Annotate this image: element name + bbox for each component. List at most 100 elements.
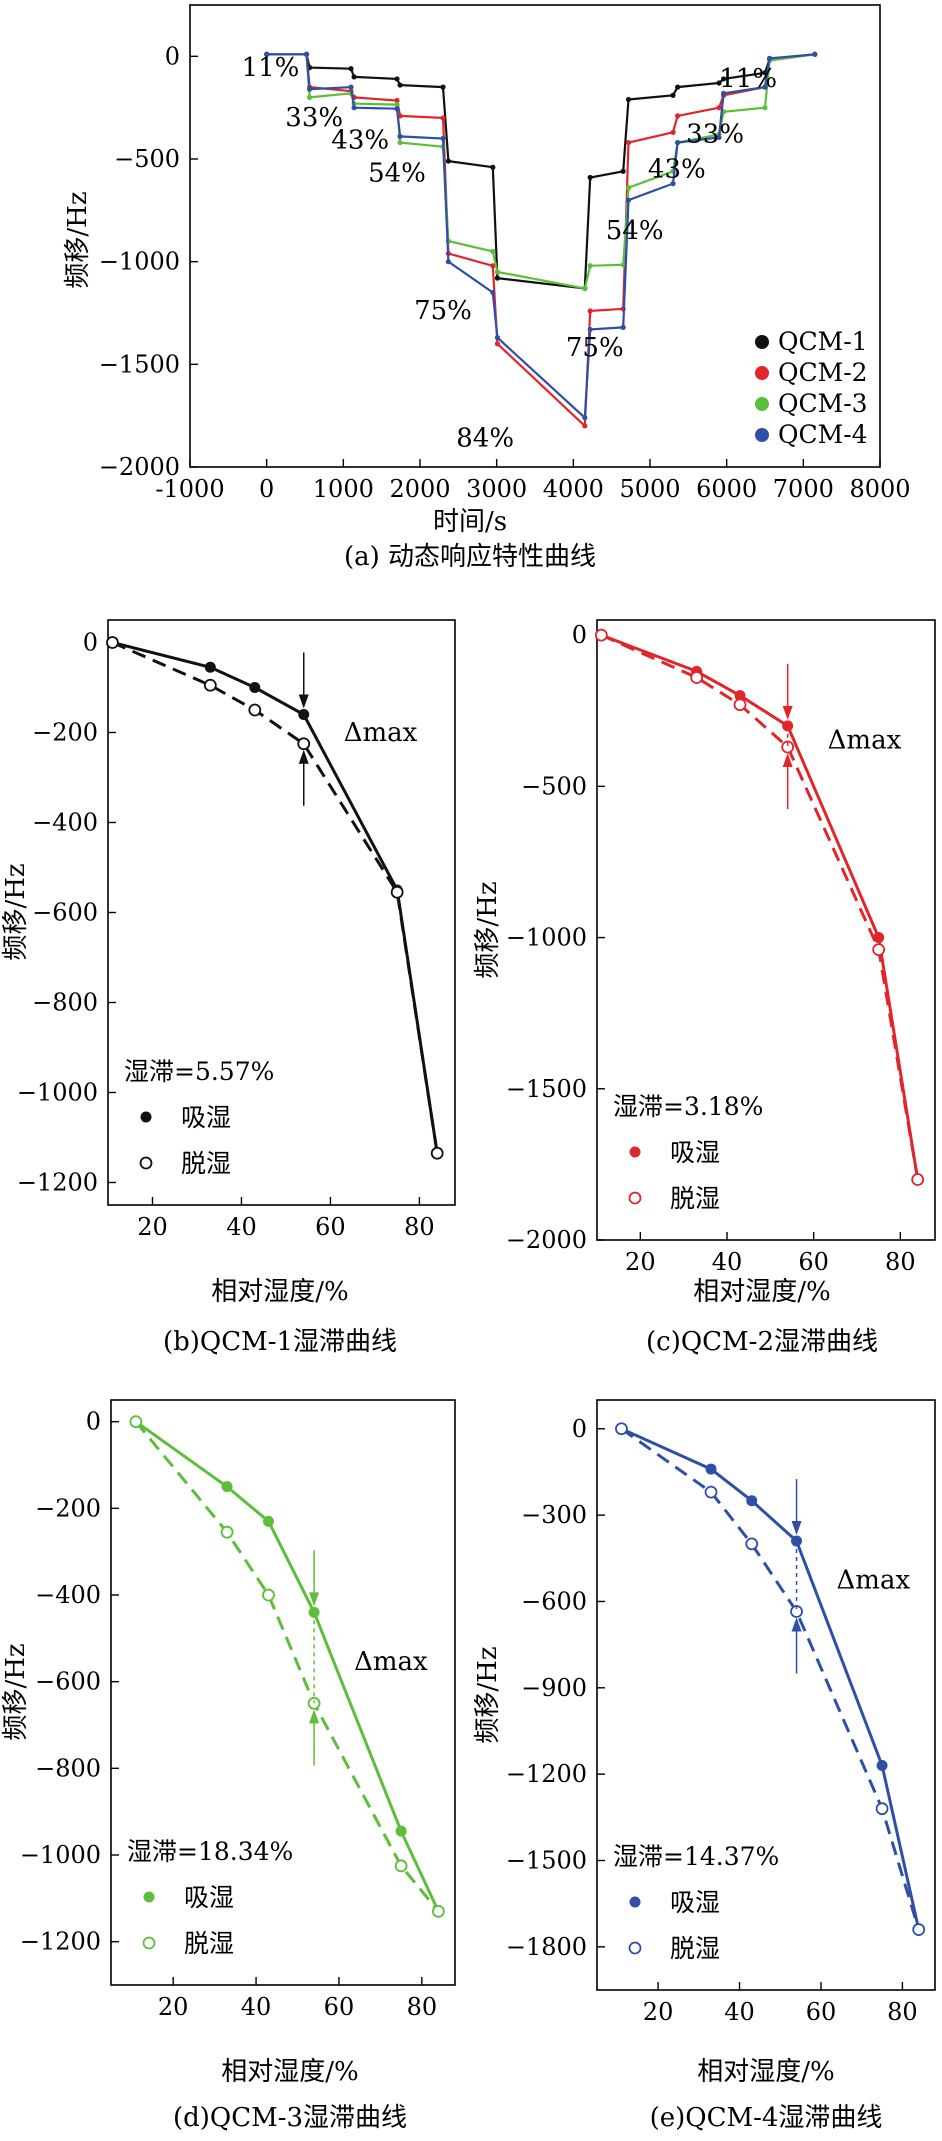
x-axis-title: 时间/s [433,507,507,537]
data-point [351,105,357,111]
arrow-up-head [298,749,309,764]
data-point [587,174,593,181]
arrow-up-head [782,753,793,768]
humidity-annotation: 75% [566,333,624,363]
x-tick-label: 6000 [696,475,757,503]
data-point [767,55,773,61]
legend-marker [755,366,769,380]
panel-caption: (d)QCM-3湿滞曲线 [173,2103,407,2133]
chart-hysteresis-c: 20 40 60 80 0 −500 −1000 −1500 −2000 相对湿度/% 频移/Hz (… [473,619,936,1357]
y-tick-label: −400 [32,809,98,837]
desorption-point [432,1904,445,1918]
legend-label-adsorption: 吸湿 [670,1138,720,1167]
data-point [716,134,722,141]
adsorption-point [746,1495,758,1507]
hysteresis-value: 湿滞=5.57% [124,1057,274,1086]
x-tick-label: 20 [643,1998,674,2026]
data-point [721,90,727,96]
x-tick-label: 40 [724,1998,755,2026]
x-tick-label: 2000 [389,475,450,503]
desorption-point [704,1485,718,1499]
y-tick-label: −900 [521,1674,587,1702]
humidity-annotation: 43% [648,154,706,184]
y-tick-label: −1000 [20,1841,101,1869]
desorption-point [872,943,886,957]
delta-max-label: Δmax [344,718,418,748]
data-point [440,84,446,90]
legend-label: QCM-2 [778,358,868,387]
x-tick-label: 40 [241,1993,272,2021]
data-point [394,97,400,104]
data-point [490,164,496,170]
y-axis-title: 频移/Hz [473,1646,503,1743]
y-tick-label: −800 [35,1754,101,1782]
data-point [445,158,451,164]
desorption-point [394,1859,408,1873]
data-point [303,51,310,57]
hysteresis-value: 湿滞=18.34% [127,1837,293,1866]
legend-marker-adsorption [140,1111,152,1123]
x-tick-label: 7000 [773,475,834,503]
data-point [670,92,676,98]
data-point [582,415,588,421]
panel-caption: (a) 动态响应特性曲线 [344,542,596,572]
data-point [762,105,768,111]
y-tick-label: 0 [572,621,587,649]
legend-label: QCM-1 [778,327,868,356]
x-tick-label: 3000 [466,475,527,503]
legend-label-adsorption: 吸湿 [181,1103,231,1132]
desorption-point [875,1802,889,1816]
data-point [494,335,501,341]
x-tick-label: 20 [158,1993,189,2021]
desorption-point [745,1537,759,1551]
hysteresis-value: 湿滞=14.37% [613,1842,779,1871]
arrow-down-head [782,705,793,720]
adsorption-line [135,1420,440,1912]
x-tick-label: 20 [625,1248,656,1276]
adsorption-point [705,1463,717,1475]
legend-marker-desorption [139,1156,153,1170]
arrow-down-head [791,1521,802,1536]
y-tick-label: 0 [86,1408,101,1436]
legend-marker-desorption [628,1191,642,1205]
adsorption-point [873,932,885,944]
x-axis-title: 相对湿度/% [211,1277,348,1307]
data-point [494,269,501,275]
x-tick-label: 40 [712,1248,743,1276]
chart-hysteresis-d: 20 40 60 80 0 −200 −400 −600 −800 −1000 −1200 相对湿度/… [1,1399,456,2133]
y-axis-title: 频移/Hz [473,881,503,978]
arrow-up-head [791,1617,802,1632]
desorption-line [600,633,920,1180]
legend-label-desorption: 脱湿 [184,1929,234,1958]
y-tick-label: −1800 [506,1933,587,1961]
data-point [625,197,632,203]
data-point [351,74,357,80]
desorption-point [912,1923,926,1936]
data-point [490,289,496,296]
panel-caption: (e)QCM-4湿滞曲线 [650,2103,883,2133]
y-tick-label: −1500 [506,1075,587,1103]
desorption-point [248,703,262,717]
adsorption-point [876,1760,888,1772]
data-point [582,423,588,429]
desorption-point [594,628,608,642]
data-point [587,326,593,333]
y-tick-label: −1000 [17,1079,98,1107]
humidity-annotation: 84% [456,423,514,453]
data-point [397,139,403,146]
x-axis-title: 相对湿度/% [697,2057,834,2087]
x-tick-label: -1000 [155,475,224,503]
y-tick-label: −500 [114,145,180,173]
data-point [582,285,588,291]
y-tick-label: −1500 [506,1846,587,1874]
data-point [620,168,626,174]
data-point [670,181,676,187]
humidity-annotation: 33% [686,120,744,150]
legend-marker-desorption [628,1941,642,1955]
x-tick-label: 20 [137,1213,168,1241]
data-point [716,105,722,111]
data-point [307,86,313,92]
y-tick-label: −1000 [506,924,587,952]
data-point [625,96,632,103]
